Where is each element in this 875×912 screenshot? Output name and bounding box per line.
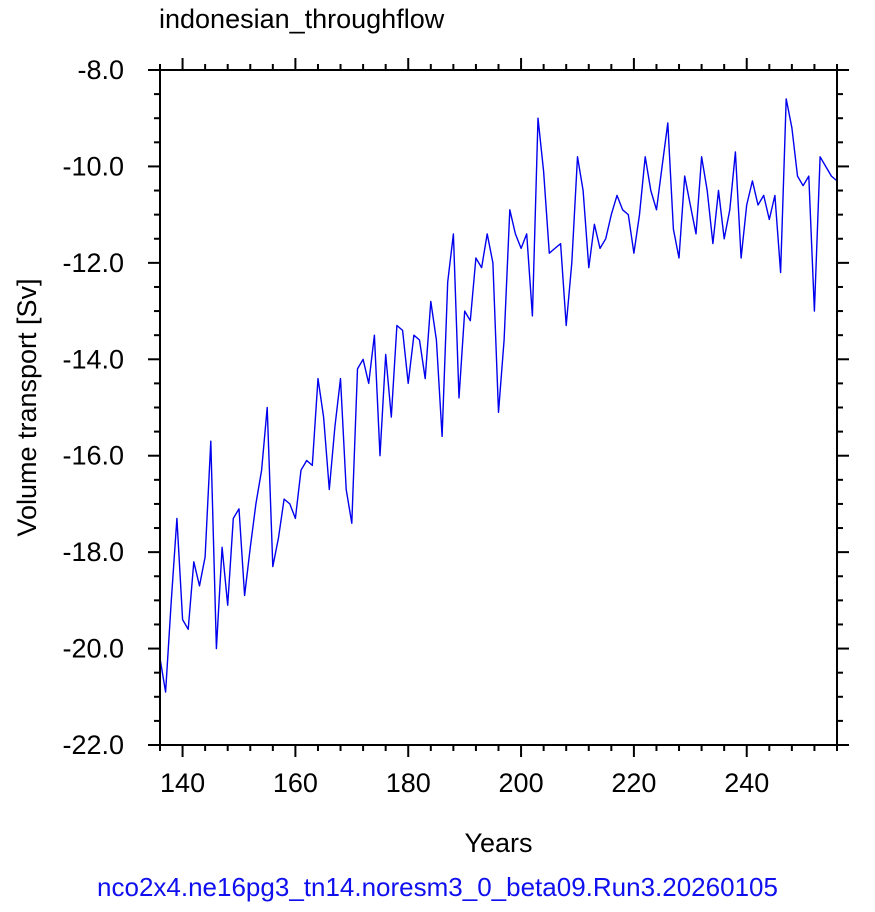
- y-tick-label: -14.0: [62, 344, 124, 374]
- axis-ticks: [148, 58, 849, 757]
- x-tick-label: 240: [724, 768, 769, 798]
- x-tick-label: 140: [160, 768, 205, 798]
- y-tick-label: -8.0: [77, 55, 124, 85]
- x-axis-label: Years: [464, 828, 532, 858]
- y-tick-label: -22.0: [62, 730, 124, 760]
- chart-title: indonesian_throughflow: [159, 4, 445, 34]
- y-tick-label: -20.0: [62, 634, 124, 664]
- x-tick-label: 180: [386, 768, 431, 798]
- tick-labels: 140 160 180 200 220 240 -22.0 -20.0 -18.0 -16.0 -1…: [62, 55, 769, 798]
- y-tick-label: -10.0: [62, 151, 124, 181]
- y-axis-label: Volume transport [Sv]: [12, 278, 42, 536]
- x-tick-label: 200: [499, 768, 544, 798]
- plot-frame: [159, 69, 838, 746]
- y-tick-label: -16.0: [62, 441, 124, 471]
- x-tick-label: 220: [611, 768, 656, 798]
- y-tick-label: -12.0: [62, 248, 124, 278]
- x-tick-label: 160: [273, 768, 318, 798]
- series-group: [159, 98, 838, 693]
- run-id-caption: nco2x4.ne16pg3_tn14.noresm3_0_beta09.Run…: [97, 872, 778, 902]
- y-tick-label: -18.0: [62, 537, 124, 567]
- series-line-0: [159, 98, 838, 693]
